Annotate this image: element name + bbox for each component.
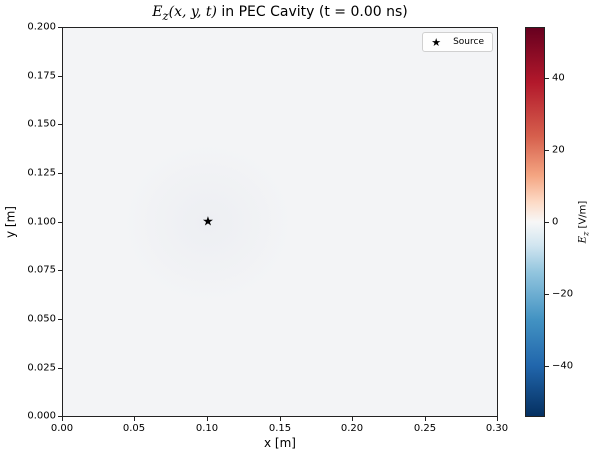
x-tick xyxy=(280,417,281,421)
colorbar-tick xyxy=(545,222,549,223)
x-tick-label: 0.10 xyxy=(195,423,219,434)
y-tick xyxy=(58,319,62,320)
title-quantity: E xyxy=(152,4,163,20)
colorbar xyxy=(525,27,545,417)
colorbar-tick xyxy=(545,78,549,79)
legend: ★ Source xyxy=(422,32,493,52)
colorbar-tick-label: −40 xyxy=(552,360,574,372)
y-tick-label: 0.200 xyxy=(27,21,56,33)
x-tick-label: 0.20 xyxy=(340,423,364,434)
x-tick-label: 0.05 xyxy=(122,423,146,434)
x-tick xyxy=(207,417,208,421)
colorbar-tick xyxy=(545,150,549,151)
colorbar-tick xyxy=(545,366,549,367)
x-tick-label: 0.30 xyxy=(485,423,509,434)
x-tick xyxy=(352,417,353,421)
star-icon: ★ xyxy=(431,35,442,49)
colorbar-tick-label: 40 xyxy=(552,72,565,84)
source-marker-icon: ★ xyxy=(202,214,214,230)
y-tick xyxy=(58,173,62,174)
y-tick xyxy=(58,222,62,223)
title-args: (x, y, t) xyxy=(168,4,217,20)
title-subscript: z xyxy=(162,8,169,23)
y-tick xyxy=(58,416,62,417)
colorbar-label-quantity: E xyxy=(577,236,589,244)
colorbar-tick-label: 0 xyxy=(552,216,559,228)
y-tick-label: 0.075 xyxy=(27,264,56,276)
y-tick-label: 0.175 xyxy=(27,70,56,82)
y-tick-label: 0.150 xyxy=(27,118,56,130)
plot-area: ★ ★ Source xyxy=(62,27,498,417)
x-tick xyxy=(62,417,63,421)
colorbar-label: Ez [V/m] xyxy=(578,201,591,244)
y-tick xyxy=(58,368,62,369)
colorbar-tick-label: −20 xyxy=(552,288,574,300)
x-tick xyxy=(134,417,135,421)
y-axis-label: y [m] xyxy=(3,206,18,238)
y-tick xyxy=(58,27,62,28)
chart-title: Ez(x, y, t) in PEC Cavity (t = 0.00 ns) xyxy=(62,4,498,23)
x-axis-label: x [m] xyxy=(264,436,296,450)
colorbar-tick xyxy=(545,294,549,295)
y-tick-label: 0.125 xyxy=(27,167,56,179)
y-tick-label: 0.050 xyxy=(27,313,56,325)
x-tick-label: 0.25 xyxy=(413,423,437,434)
colorbar-tick-label: 20 xyxy=(552,144,565,156)
field-disturbance xyxy=(123,143,293,303)
y-tick-label: 0.025 xyxy=(27,362,56,374)
x-tick-label: 0.15 xyxy=(268,423,292,434)
colorbar-label-unit: [V/m] xyxy=(577,200,589,232)
x-tick xyxy=(497,417,498,421)
x-tick-label: 0.00 xyxy=(50,423,74,434)
title-rest: in PEC Cavity (t = 0.00 ns) xyxy=(216,4,408,20)
y-tick xyxy=(58,76,62,77)
y-tick-label: 0.000 xyxy=(27,410,56,422)
y-tick xyxy=(58,124,62,125)
y-tick-label: 0.100 xyxy=(27,216,56,228)
y-tick xyxy=(58,270,62,271)
colorbar-label-subscript: z xyxy=(580,231,591,237)
x-tick xyxy=(425,417,426,421)
legend-label-source: Source xyxy=(453,37,484,47)
